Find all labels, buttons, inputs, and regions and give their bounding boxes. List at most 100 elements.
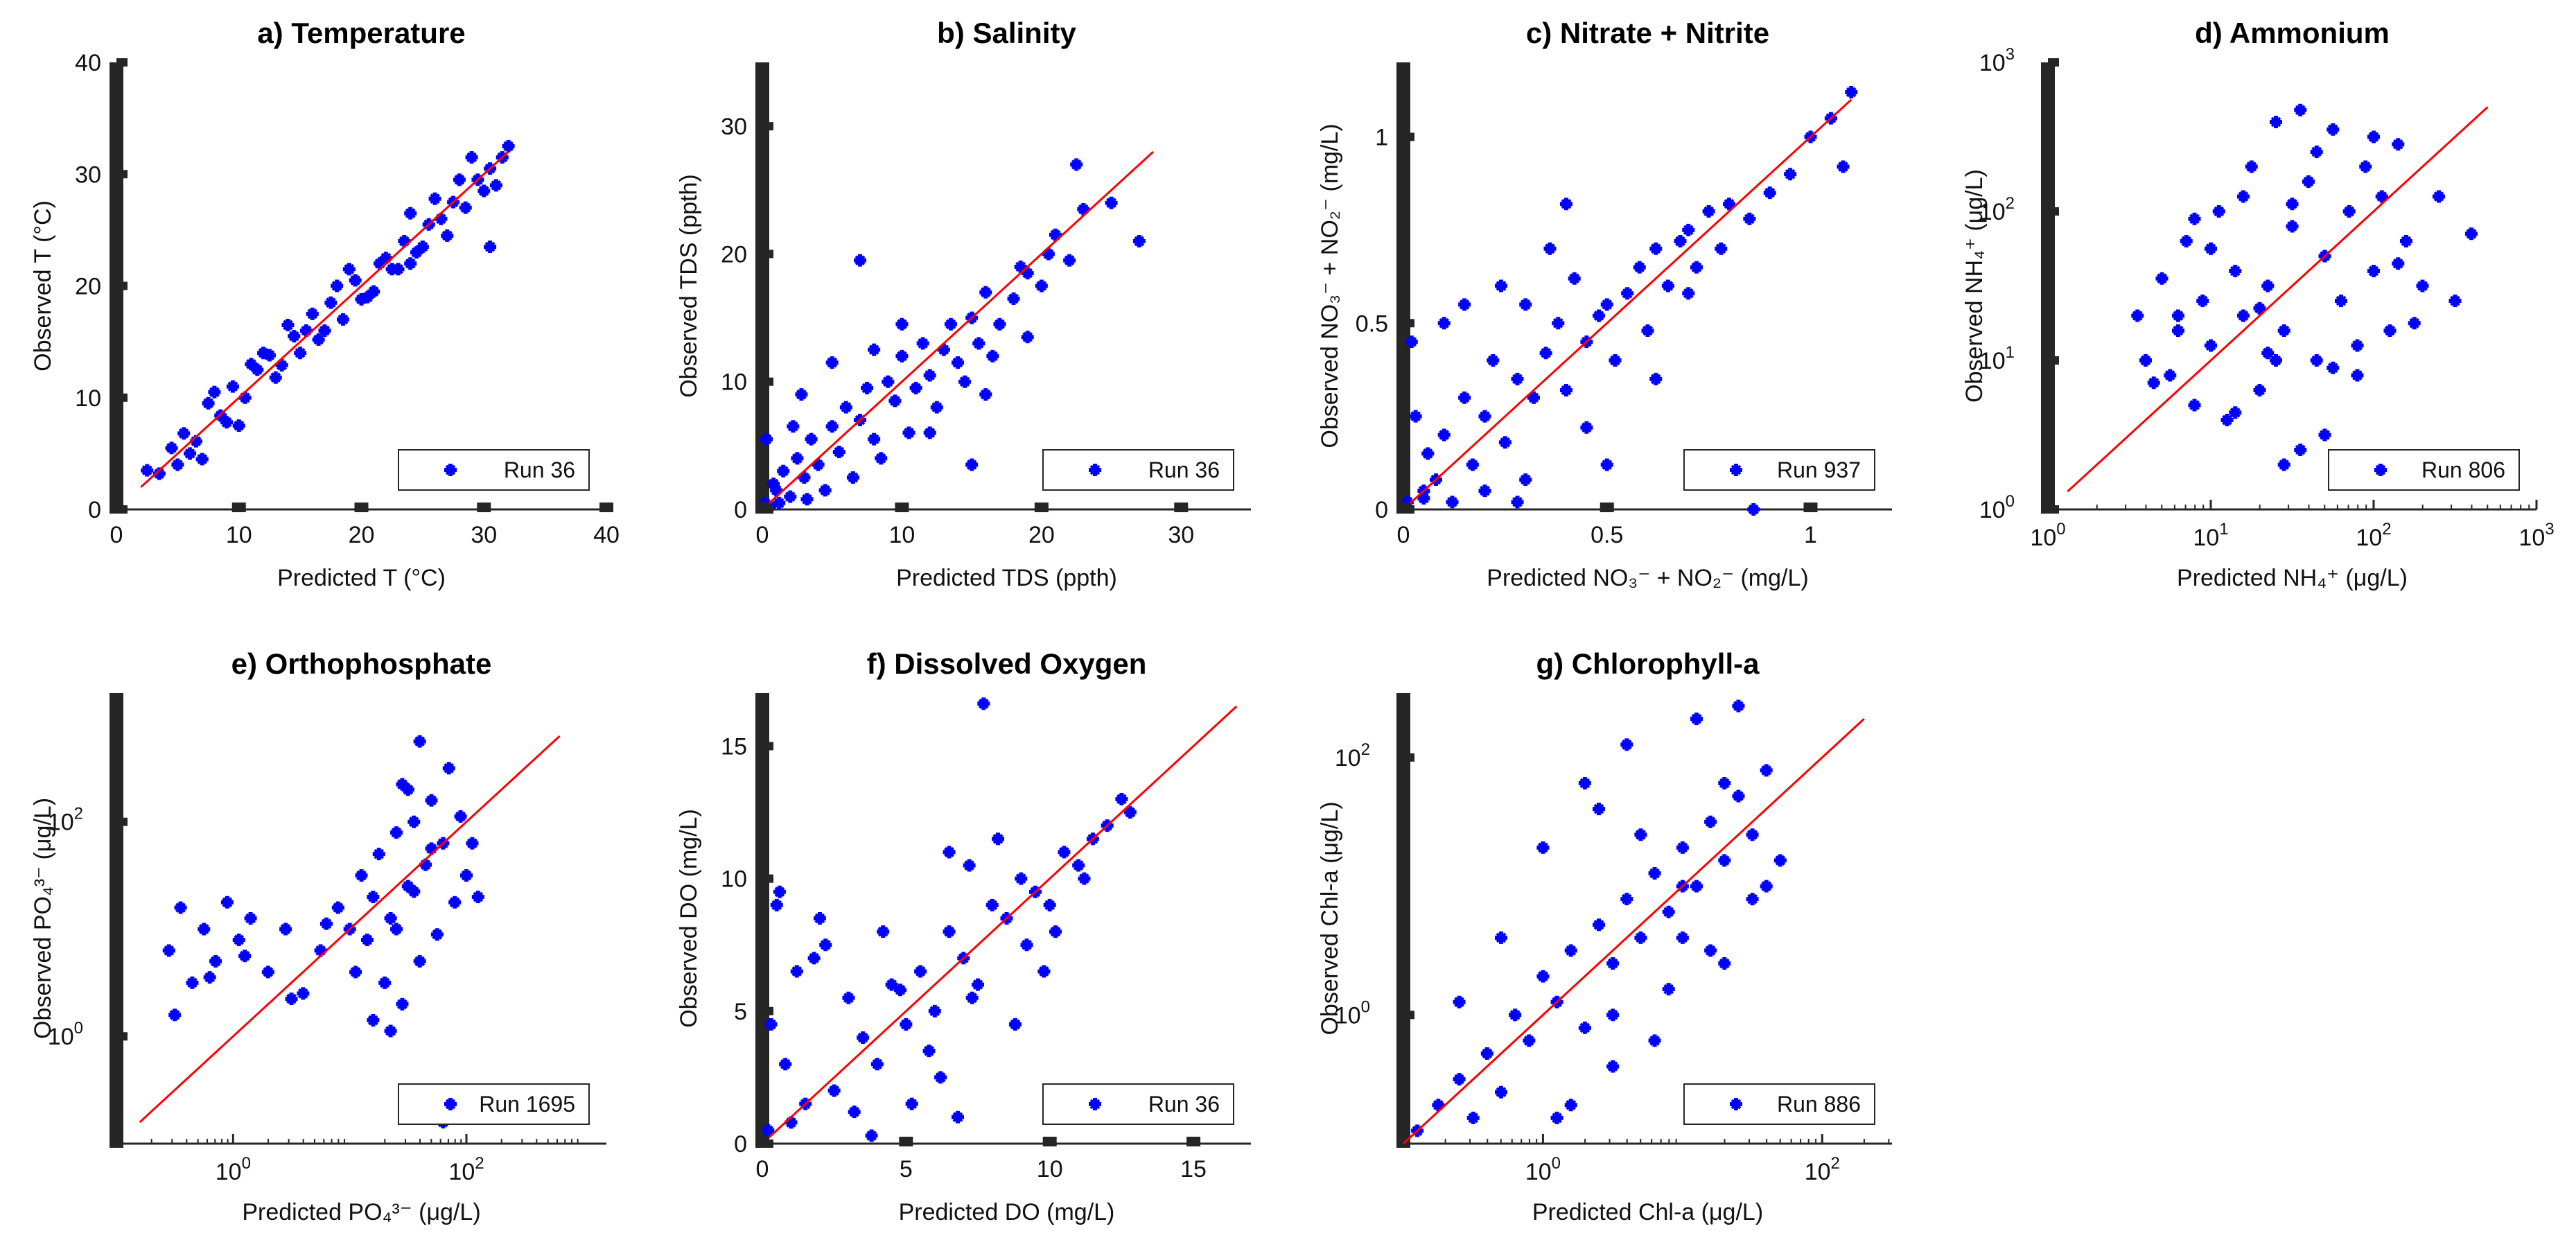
y-tick-label-base: 10 [1979,50,2006,76]
y-tick-label: 40 [75,50,101,76]
data-point [2229,406,2242,419]
series-points [2131,103,2478,471]
data-point [944,317,957,331]
data-point [398,235,411,247]
y-tick-label-exponent: 2 [2006,194,2015,213]
data-point [2245,160,2258,173]
data-point [795,388,808,401]
legend-marker [2374,464,2387,476]
x-tick-label: 103 [2518,520,2554,551]
legend-marker [1089,464,1101,476]
x-axis-label: Predicted PO₄³⁻ (μg/L) [242,1199,480,1225]
data-point [813,912,826,925]
y-tick-label: 101 [1979,343,2015,374]
data-point [1480,1047,1493,1060]
data-point [2318,428,2331,442]
data-point [165,442,178,455]
data-point [355,292,368,306]
data-point [952,1110,964,1124]
x-tick-label: 0 [110,522,123,548]
data-point [1593,803,1605,816]
data-point [297,987,310,1000]
y-tick-mark [1403,319,1414,328]
x-tick-label-exponent: 2 [475,1154,484,1173]
data-point [2261,279,2275,292]
data-point [1466,1111,1480,1124]
chart-title: a) Temperature [257,17,465,49]
x-tick-label-exponent: 1 [2219,520,2228,539]
data-point [846,471,859,484]
data-point [331,279,344,292]
data-point [819,938,832,952]
data-point [2172,324,2184,337]
y-tick-mark [1403,1011,1414,1020]
legend-label: Run 36 [1148,457,1220,482]
data-point [477,184,491,198]
data-point [2147,376,2160,390]
data-point [825,356,839,369]
series-points [162,735,484,1129]
x-axis-label: Predicted T (°C) [277,565,446,591]
data-point [2367,130,2380,143]
data-point [454,810,467,823]
data-point [1661,279,1674,292]
data-point [1495,279,1507,292]
data-point [1564,944,1577,957]
y-tick-mark [116,505,128,514]
data-point [174,901,187,914]
data-point [2188,212,2201,225]
x-tick-label: 102 [1805,1154,1840,1185]
data-point [1648,867,1661,880]
data-point [1560,384,1572,396]
data-point [1676,841,1689,854]
data-point [979,388,992,401]
x-tick-label: 5 [900,1156,913,1182]
x-tick-label-base: 10 [1805,1159,1831,1185]
panel-a: a) Temperature 0 10 20 30 40 0 10 20 30 40 Predicte… [30,17,620,591]
data-point [877,925,890,938]
data-point [2172,309,2184,322]
data-point [1021,267,1034,280]
one-to-one-line [2067,106,2489,493]
panel-c: c) Nitrate + Nitrite 0 0.5 1 0 0.5 1 Predicted … [1317,17,1892,591]
data-point [232,419,245,433]
x-tick-label: 1 [1804,522,1817,548]
data-point [378,976,392,989]
data-point [895,317,909,331]
y-tick-mark [116,817,128,826]
data-point [930,401,943,414]
data-point [1633,261,1646,274]
data-point [790,965,803,978]
data-point [1437,317,1451,330]
legend: Run 806 [2328,449,2520,491]
data-point [349,966,362,979]
one-to-one-line [140,150,509,488]
data-point [1527,391,1540,404]
data-point [1550,1111,1563,1124]
y-axis-line [755,693,769,1148]
data-point [760,433,773,446]
x-tick-label: 10 [226,522,252,548]
y-tick-mark [1403,505,1414,514]
data-point [209,954,222,968]
x-tick-label: 15 [1180,1156,1207,1182]
data-point [2400,235,2412,247]
data-point [900,1017,913,1031]
y-tick-mark [762,742,773,751]
legend: Run 1695 [398,1083,590,1125]
data-point [1704,944,1717,957]
data-point [2212,205,2225,218]
data-point [320,917,333,930]
data-point [1649,242,1663,255]
data-point [2277,458,2290,471]
data-point [360,933,374,946]
y-tick-label-exponent: 0 [2006,492,2015,511]
data-point [1487,354,1500,367]
data-point [1037,965,1051,978]
x-tick-label: 0.5 [1591,522,1623,548]
y-tick-label: 10 [721,369,747,396]
data-point [208,385,221,399]
data-point [141,464,154,477]
data-point [770,898,783,911]
data-point [1058,846,1071,859]
